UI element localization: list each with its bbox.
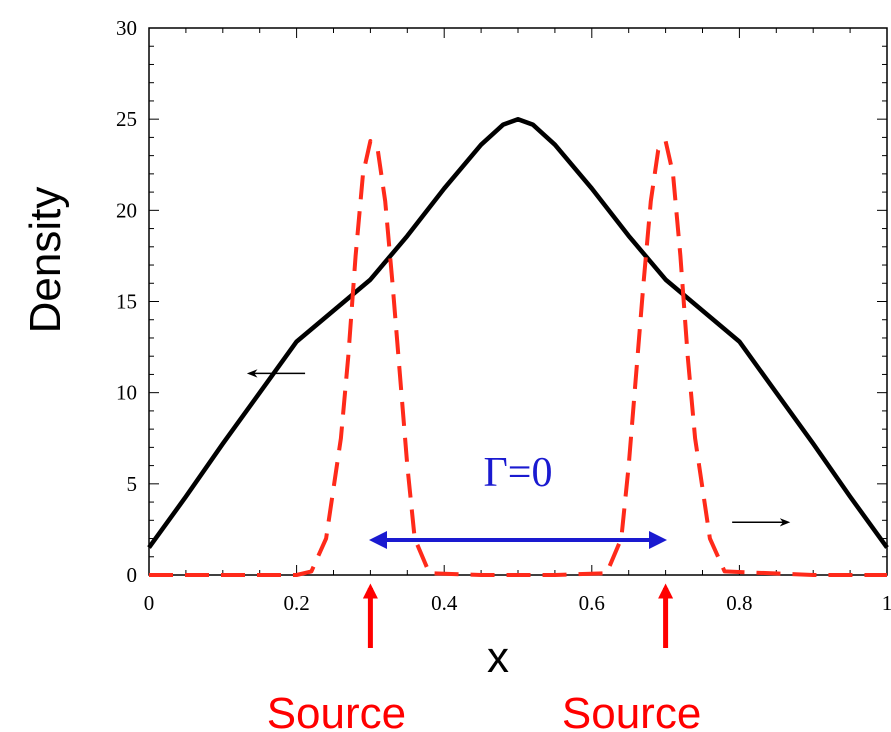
series-layer: [147, 116, 889, 577]
source-label: Source: [267, 689, 406, 732]
y-tick-label: 0: [127, 563, 138, 587]
x-tick-label: 0.8: [726, 591, 752, 615]
x-tick-label: 1: [882, 591, 891, 615]
dashed-series-line: [149, 139, 887, 577]
x-tick-label: 0.4: [431, 591, 458, 615]
y-tick-label: 5: [127, 472, 138, 496]
x-tick-label: 0.2: [283, 591, 309, 615]
x-tick-label: 0.6: [579, 591, 605, 615]
y-tick-label: 15: [116, 290, 137, 314]
y-tick-label: 25: [116, 107, 137, 131]
solid-series-line: [147, 116, 889, 549]
y-tick-label: 20: [116, 198, 137, 222]
gamma-label: Γ=0: [484, 450, 553, 496]
y-tick-label: 10: [116, 381, 137, 405]
y-axis-title: Density: [21, 187, 70, 334]
x-axis-title: x: [487, 633, 509, 682]
y-tick-label: 30: [116, 16, 137, 40]
annotation-layer: Γ=0 Source Source: [246, 369, 791, 732]
x-tick-label: 0: [144, 591, 155, 615]
source-label: Source: [562, 689, 701, 732]
